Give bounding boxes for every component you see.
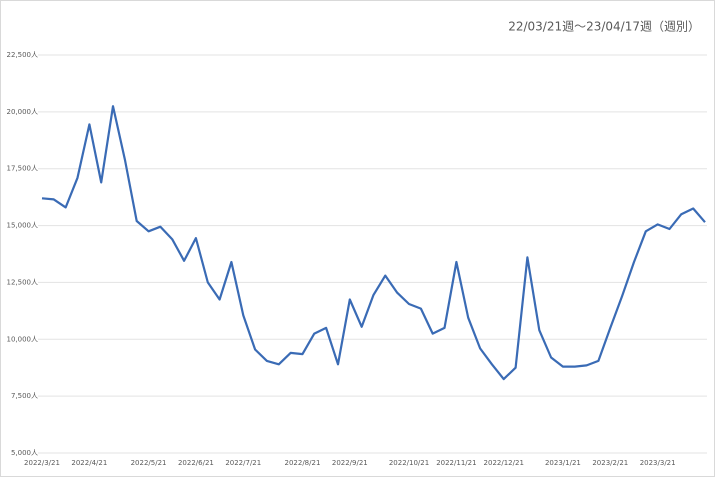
- x-tick-label: 2022/11/21: [436, 459, 476, 467]
- x-tick-label: 2023/1/21: [545, 459, 581, 467]
- x-tick-label: 2022/10/21: [389, 459, 429, 467]
- y-tick-label: 15,000人: [7, 222, 39, 230]
- y-tick-label: 20,000人: [7, 108, 39, 116]
- x-tick-label: 2022/8/21: [285, 459, 321, 467]
- y-tick-label: 12,500人: [7, 278, 39, 286]
- x-tick-label: 2022/3/21: [24, 459, 60, 467]
- x-tick-label: 2023/2/21: [592, 459, 628, 467]
- x-tick-label: 2022/6/21: [178, 459, 214, 467]
- y-tick-label: 10,000人: [7, 335, 39, 343]
- x-tick-label: 2022/12/21: [484, 459, 524, 467]
- x-tick-label: 2022/4/21: [71, 459, 107, 467]
- y-tick-label: 17,500人: [7, 165, 39, 173]
- data-line: [41, 105, 706, 381]
- y-tick-label: 7,500人: [11, 392, 38, 400]
- x-tick-label: 2022/9/21: [332, 459, 368, 467]
- y-tick-label: 5,000人: [11, 449, 38, 457]
- chart-title: 22/03/21週～23/04/17週（週別）: [508, 20, 700, 34]
- x-tick-label: 2022/7/21: [225, 459, 261, 467]
- y-tick-label: 22,500人: [7, 51, 39, 59]
- x-tick-label: 2022/5/21: [131, 459, 167, 467]
- x-tick-label: 2023/3/21: [640, 459, 676, 467]
